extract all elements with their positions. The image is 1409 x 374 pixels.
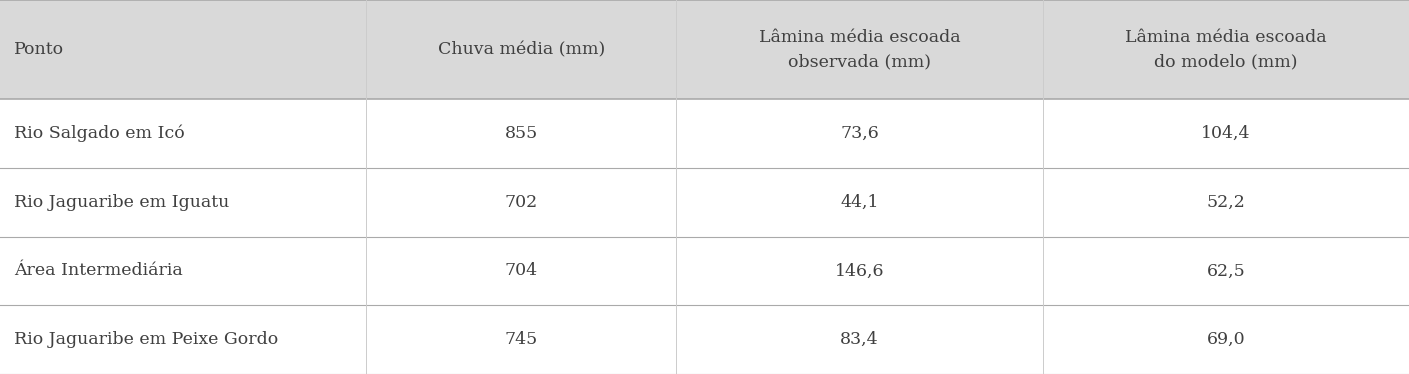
Text: 73,6: 73,6 [840, 125, 879, 142]
Text: 146,6: 146,6 [834, 263, 885, 279]
Text: Rio Jaguaribe em Iguatu: Rio Jaguaribe em Iguatu [14, 194, 230, 211]
Text: Lâmina média escoada
observada (mm): Lâmina média escoada observada (mm) [758, 29, 961, 70]
Text: Ponto: Ponto [14, 41, 65, 58]
Text: 52,2: 52,2 [1206, 194, 1246, 211]
Bar [0, 168, 1409, 236]
Text: Rio Jaguaribe em Peixe Gordo: Rio Jaguaribe em Peixe Gordo [14, 331, 279, 348]
Text: 104,4: 104,4 [1200, 125, 1251, 142]
Text: 745: 745 [504, 331, 538, 348]
Text: Lâmina média escoada
do modelo (mm): Lâmina média escoada do modelo (mm) [1124, 29, 1327, 70]
Text: Rio Salgado em Icó: Rio Salgado em Icó [14, 125, 185, 142]
Text: 62,5: 62,5 [1206, 263, 1246, 279]
Bar [0, 0, 1409, 99]
Bar [0, 99, 1409, 168]
Text: Área Intermediária: Área Intermediária [14, 263, 183, 279]
Text: 704: 704 [504, 263, 538, 279]
Text: 69,0: 69,0 [1206, 331, 1246, 348]
Text: 702: 702 [504, 194, 538, 211]
Text: 855: 855 [504, 125, 538, 142]
Bar [0, 305, 1409, 374]
Text: 83,4: 83,4 [840, 331, 879, 348]
Bar [0, 236, 1409, 305]
Text: Chuva média (mm): Chuva média (mm) [438, 41, 604, 58]
Text: 44,1: 44,1 [840, 194, 879, 211]
